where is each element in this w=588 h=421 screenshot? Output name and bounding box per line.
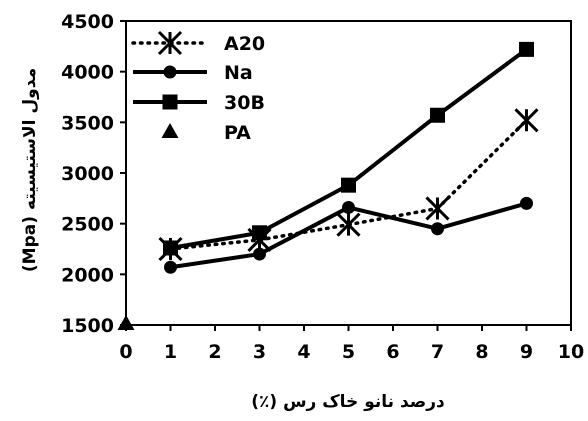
y-axis-title: مدول الاستیسیته (Mpa)	[20, 68, 40, 272]
star-stroke	[514, 108, 539, 133]
data-point-30b	[430, 107, 445, 123]
x-tick-label: 0	[119, 341, 132, 363]
data-point-na	[253, 247, 266, 261]
star-stroke	[425, 196, 450, 221]
y-tick-label: 2000	[61, 264, 114, 286]
legend-label-pa: PA	[224, 122, 251, 144]
x-tick-label: 1	[164, 341, 177, 363]
x-tick-label: 6	[386, 341, 399, 363]
x-tick-label: 2	[208, 341, 221, 363]
y-tick-label: 3500	[61, 112, 114, 134]
plot-area: 0 1 2 3 4 5 6 7 8 9 10 1500 2000 2500 3000 3500 4000 4500	[61, 11, 584, 363]
x-tick-label: 5	[342, 341, 355, 363]
legend-label-a20: A20	[224, 33, 265, 55]
data-point-30b	[341, 177, 356, 193]
x-axis-title: درصد نانو خاک رس (٪)	[251, 392, 445, 412]
x-tick-label: 3	[253, 341, 266, 363]
legend-marker-pa	[161, 123, 179, 138]
data-point-pa	[117, 314, 135, 330]
data-point-30b	[252, 225, 267, 241]
data-point-na	[520, 196, 533, 210]
x-tick-label: 8	[475, 341, 488, 363]
x-tick-label: 9	[520, 341, 533, 363]
legend-marker-na	[163, 65, 177, 79]
star-stroke	[157, 30, 183, 56]
x-tick-label: 7	[431, 341, 444, 363]
legend-label-30b: 30B	[224, 92, 265, 114]
y-tick-label: 1500	[61, 315, 114, 337]
y-tick-label: 4500	[61, 11, 114, 33]
data-point-30b	[519, 41, 534, 57]
legend-label-na: Na	[224, 62, 253, 84]
x-tick-label: 4	[297, 341, 310, 363]
y-tick-label: 4000	[61, 62, 114, 84]
data-point-na	[431, 222, 444, 236]
data-point-a20	[336, 212, 361, 237]
data-point-na	[164, 260, 177, 274]
y-tick-label: 2500	[61, 214, 114, 236]
legend-marker-30b	[162, 94, 178, 110]
data-point-a20	[514, 108, 539, 133]
legend-marker-a20	[157, 30, 183, 56]
legend: A20 Na 30B PA	[131, 30, 265, 144]
star-stroke	[336, 212, 361, 237]
data-point-30b	[163, 240, 178, 256]
data-point-na	[342, 200, 355, 214]
data-point-a20	[425, 196, 450, 221]
y-tick-label: 3000	[61, 163, 114, 185]
x-tick-label: 10	[558, 341, 584, 363]
